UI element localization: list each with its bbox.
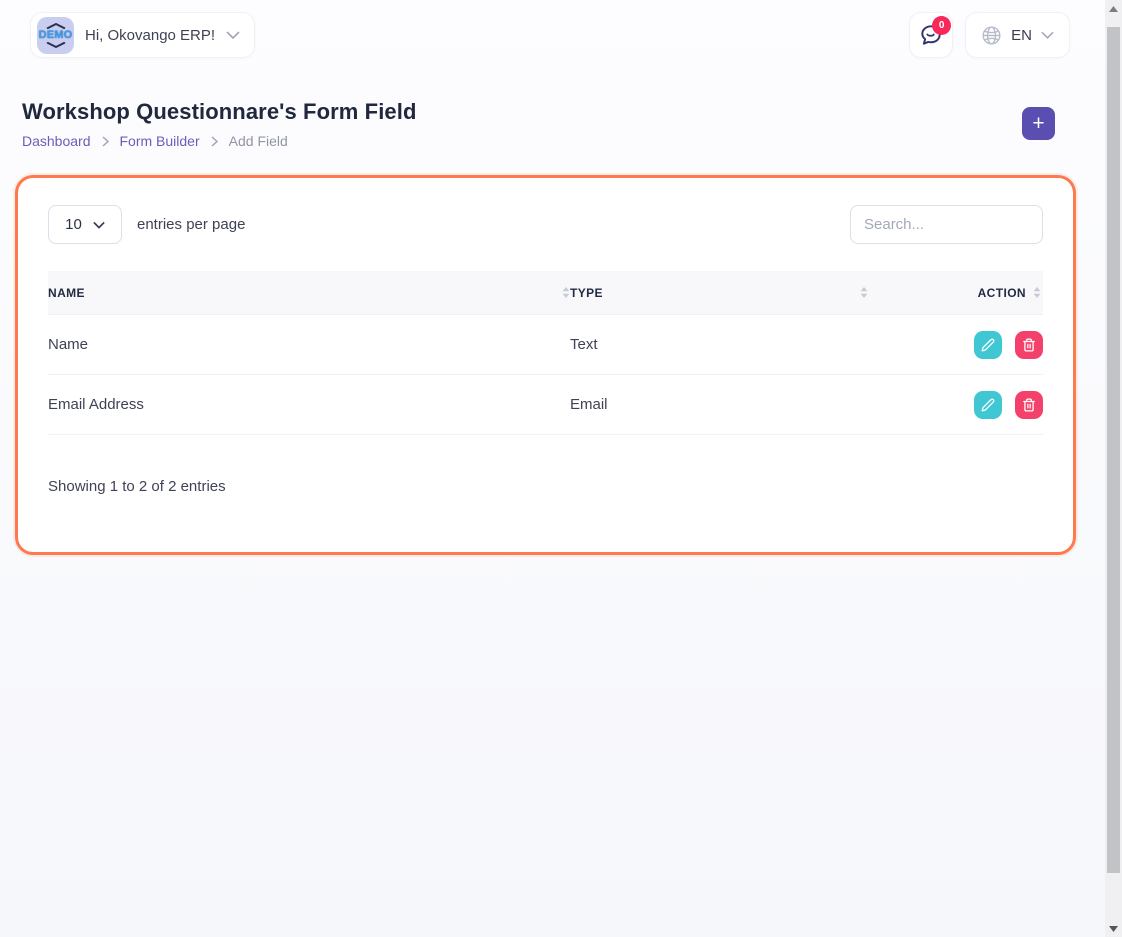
- chevron-down-icon: [93, 221, 105, 229]
- cell-field-name: Email Address: [48, 396, 144, 413]
- card-controls: 10 entries per page: [48, 205, 1043, 244]
- cell-field-name: Name: [48, 336, 89, 353]
- scroll-up-arrow[interactable]: [1105, 0, 1122, 17]
- page-title: Workshop Questionnare's Form Field: [22, 99, 417, 124]
- showing-entries-status: Showing 1 to 2 of 2 entries: [48, 478, 226, 495]
- edit-button[interactable]: [974, 330, 1002, 359]
- language-selector[interactable]: EN: [965, 12, 1070, 58]
- user-greeting: Hi, Okovango ERP!: [85, 26, 216, 44]
- topbar: DEMO Hi, Okovango ERP! 0: [0, 0, 1105, 58]
- cell-actions: [868, 390, 1043, 419]
- search-input[interactable]: [850, 205, 1043, 244]
- topbar-actions: 0 EN: [909, 12, 1070, 58]
- language-label: EN: [1011, 26, 1032, 44]
- pencil-icon: [981, 338, 995, 351]
- triangle-up-icon: [1109, 5, 1118, 12]
- plus-icon: +: [1032, 112, 1045, 135]
- entries-count-value: 10: [65, 216, 82, 233]
- chat-count-badge: 0: [932, 16, 952, 35]
- chevron-down-icon: [226, 31, 240, 39]
- triangle-down-icon: [1109, 925, 1118, 932]
- column-header-type[interactable]: TYPE: [570, 271, 868, 314]
- sort-arrows-icon: [860, 287, 868, 298]
- form-fields-table: NAME TYPE ACTION Name Text: [48, 271, 1043, 435]
- chevron-down-icon: [1041, 31, 1054, 39]
- trash-icon: [1023, 338, 1035, 351]
- breadcrumb-dashboard[interactable]: Dashboard: [22, 133, 91, 149]
- entries-count-select[interactable]: 10: [48, 205, 122, 244]
- pencil-icon: [981, 398, 995, 411]
- column-header-name[interactable]: NAME: [48, 271, 570, 314]
- logo-chevron-up-icon: [46, 22, 65, 29]
- table-row: Name Text: [48, 315, 1043, 375]
- sort-arrows-icon: [562, 287, 570, 298]
- edit-button[interactable]: [974, 390, 1002, 419]
- column-header-action[interactable]: ACTION: [868, 271, 1043, 314]
- logo-chevron-down-icon: [46, 41, 65, 48]
- scrollbar-thumb[interactable]: [1107, 27, 1120, 873]
- table-row: Email Address Email: [48, 375, 1043, 435]
- breadcrumb-form-builder[interactable]: Form Builder: [119, 133, 200, 149]
- page-root: DEMO Hi, Okovango ERP! 0: [0, 0, 1105, 555]
- vertical-scrollbar[interactable]: [1105, 0, 1122, 937]
- delete-button[interactable]: [1015, 390, 1043, 419]
- cell-actions: [868, 330, 1043, 359]
- breadcrumb: Dashboard Form Builder Add Field: [22, 133, 417, 149]
- table-header-row: NAME TYPE ACTION: [48, 271, 1043, 315]
- cell-field-type: Email: [570, 396, 608, 413]
- form-fields-card: 10 entries per page NAME TYPE ACTION: [15, 175, 1076, 555]
- sort-arrows-icon: [1033, 287, 1041, 298]
- logo-text: DEMO: [38, 28, 73, 41]
- scroll-down-arrow[interactable]: [1105, 920, 1122, 937]
- page-header: Workshop Questionnare's Form Field Dashb…: [22, 99, 1055, 149]
- trash-icon: [1023, 398, 1035, 411]
- title-block: Workshop Questionnare's Form Field Dashb…: [22, 99, 417, 149]
- demo-logo: DEMO: [37, 16, 74, 54]
- user-menu-button[interactable]: DEMO Hi, Okovango ERP!: [30, 12, 256, 58]
- entries-per-page-label: entries per page: [137, 216, 246, 233]
- chevron-right-icon: [101, 135, 109, 147]
- chat-button[interactable]: 0: [909, 12, 954, 58]
- entries-per-page: 10 entries per page: [48, 205, 245, 244]
- globe-icon: [982, 25, 1001, 45]
- cell-field-type: Text: [570, 336, 598, 353]
- add-field-button[interactable]: +: [1022, 107, 1055, 140]
- delete-button[interactable]: [1015, 330, 1043, 359]
- breadcrumb-add-field: Add Field: [228, 133, 288, 149]
- chevron-right-icon: [211, 135, 218, 147]
